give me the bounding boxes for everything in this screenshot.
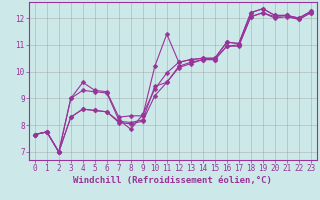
X-axis label: Windchill (Refroidissement éolien,°C): Windchill (Refroidissement éolien,°C) bbox=[73, 176, 272, 185]
